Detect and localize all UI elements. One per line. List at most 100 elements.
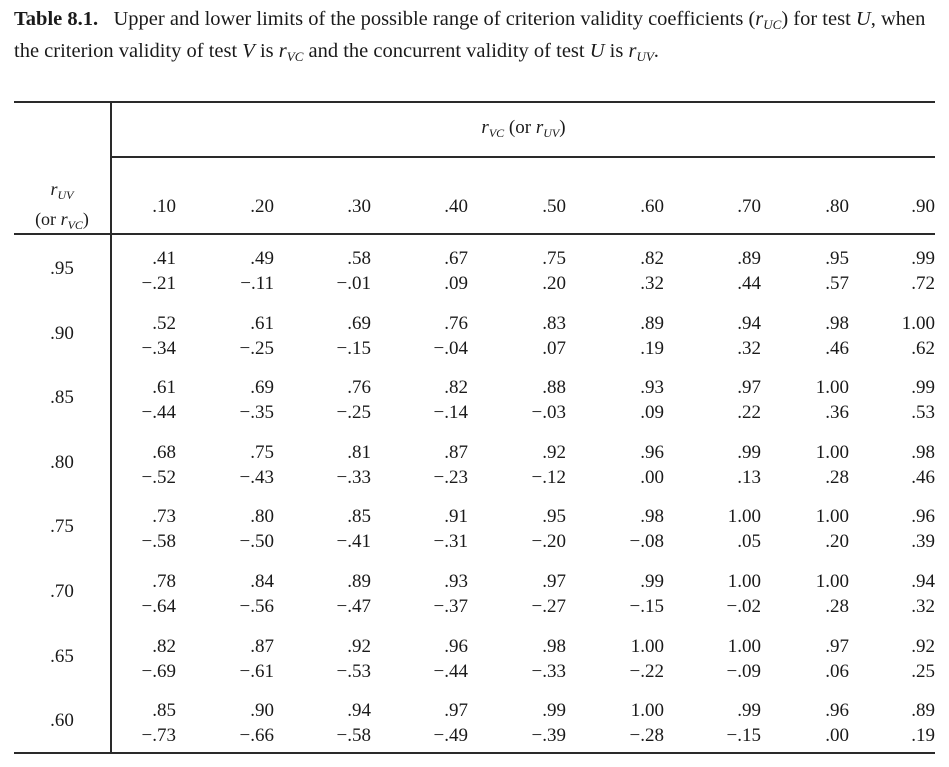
table-cell: 1.00 .36 (787, 375, 849, 425)
column-header: .90 (911, 196, 935, 217)
lower-limit-value: −.21 (141, 273, 176, 294)
upper-limit-value: .99 (542, 700, 566, 722)
table-cell: .89.44 (699, 246, 761, 296)
lower-limit-value: .46 (825, 337, 849, 359)
table-cell: .92 −.12 (504, 440, 566, 490)
upper-limit-value: .94 (911, 571, 935, 592)
upper-limit-value: 1.00 (901, 312, 935, 334)
lower-limit-value: −.61 (239, 660, 274, 682)
table-cell: 1.00 .62 (873, 311, 935, 361)
table-cell: .52 −.34 (114, 311, 176, 361)
upper-limit-value: 1.00 (727, 506, 761, 528)
top-rule (14, 101, 935, 103)
table-cell: .91 −.31 (406, 504, 468, 554)
table-cell: .73 −.58 (114, 504, 176, 554)
lower-limit-value: −.09 (726, 660, 761, 682)
table-cell: .87 −.23 (406, 440, 468, 490)
upper-limit-value: .98 (640, 506, 664, 528)
table-cell: .94 −.58 (309, 698, 371, 748)
lower-limit-value: −.01 (336, 273, 371, 294)
lower-limit-value: .09 (640, 402, 664, 424)
table-cell: .99.53 (873, 375, 935, 425)
lower-limit-value: .06 (825, 660, 849, 682)
upper-limit-value: .87 (444, 441, 468, 463)
upper-limit-value: .52 (152, 312, 176, 334)
upper-limit-value: 1.00 (630, 700, 664, 722)
table-cell: .82 −.69 (114, 634, 176, 684)
upper-limit-value: 1.00 (727, 571, 761, 592)
table-cell: .94.32 (873, 569, 935, 619)
upper-limit-value: .61 (250, 312, 274, 334)
lower-limit-value: .05 (737, 531, 761, 553)
lower-limit-value: −.12 (531, 466, 566, 488)
table-cell: .92 −.53 (309, 634, 371, 684)
lower-limit-value: −.41 (336, 531, 371, 553)
lower-limit-value: −.50 (239, 531, 274, 553)
table-cell: .89 −.47 (309, 569, 371, 619)
column-header: .40 (444, 196, 468, 217)
upper-limit-value: 1.00 (630, 635, 664, 657)
upper-limit-value: .49 (250, 248, 274, 269)
upper-limit-value: .98 (825, 312, 849, 334)
upper-limit-value: .94 (347, 700, 371, 722)
upper-limit-value: .97 (737, 377, 761, 399)
upper-limit-value: .88 (542, 377, 566, 399)
lower-limit-value: .13 (737, 466, 761, 488)
upper-limit-value: .89 (737, 248, 761, 269)
table-cell: 1.00 −.22 (602, 634, 664, 684)
lower-limit-value: −.37 (433, 596, 468, 617)
spanner-rule (112, 156, 935, 158)
lower-limit-value: .62 (911, 337, 935, 359)
row-header: .70 (50, 581, 74, 602)
table-cell: .87 −.61 (212, 634, 274, 684)
upper-limit-value: .85 (347, 506, 371, 528)
column-spanner-heading: rVC (or rUV) (481, 117, 566, 140)
lower-limit-value: −.52 (141, 466, 176, 488)
table-cell: .85 −.41 (309, 504, 371, 554)
upper-limit-value: .81 (347, 441, 371, 463)
lower-limit-value: .72 (911, 273, 935, 294)
upper-limit-value: .96 (825, 700, 849, 722)
lower-limit-value: −.25 (239, 337, 274, 359)
upper-limit-value: .96 (444, 635, 468, 657)
table-cell: .82.32 (602, 246, 664, 296)
upper-limit-value: 1.00 (815, 377, 849, 399)
table-cell: .75.20 (504, 246, 566, 296)
lower-limit-value: .32 (911, 596, 935, 617)
lower-limit-value: .36 (825, 402, 849, 424)
lower-limit-value: −.20 (531, 531, 566, 553)
upper-limit-value: .97 (825, 635, 849, 657)
lower-limit-value: .53 (911, 402, 935, 424)
table-cell: .96.00 (602, 440, 664, 490)
row-header: .60 (50, 710, 74, 732)
upper-limit-value: .68 (152, 441, 176, 463)
upper-limit-value: .95 (825, 248, 849, 269)
upper-limit-value: 1.00 (727, 635, 761, 657)
table-cell: .82 −.14 (406, 375, 468, 425)
column-header: .30 (347, 196, 371, 217)
lower-limit-value: −.15 (336, 337, 371, 359)
upper-limit-value: .85 (152, 700, 176, 722)
lower-limit-value: −.11 (240, 273, 274, 294)
lower-limit-value: .20 (825, 531, 849, 553)
column-header: .50 (542, 196, 566, 217)
lower-limit-value: −.56 (239, 596, 274, 617)
upper-limit-value: .76 (444, 312, 468, 334)
column-header: .20 (250, 196, 274, 217)
upper-limit-value: .76 (347, 377, 371, 399)
table-cell: .92.25 (873, 634, 935, 684)
table-cell: .97.06 (787, 634, 849, 684)
table-cell: .99.72 (873, 246, 935, 296)
lower-limit-value: −.43 (239, 466, 274, 488)
row-header: .75 (50, 516, 74, 538)
lower-limit-value: −.27 (531, 596, 566, 617)
table-cell: .61 −.44 (114, 375, 176, 425)
table-cell: .61 −.25 (212, 311, 274, 361)
lower-limit-value: −.15 (629, 596, 664, 617)
table-cell: .99 −.15 (602, 569, 664, 619)
lower-limit-value: −.73 (141, 725, 176, 747)
upper-limit-value: .75 (542, 248, 566, 269)
upper-limit-value: 1.00 (815, 571, 849, 592)
lower-limit-value: −.69 (141, 660, 176, 682)
caption-ruc: rUC (755, 8, 782, 32)
